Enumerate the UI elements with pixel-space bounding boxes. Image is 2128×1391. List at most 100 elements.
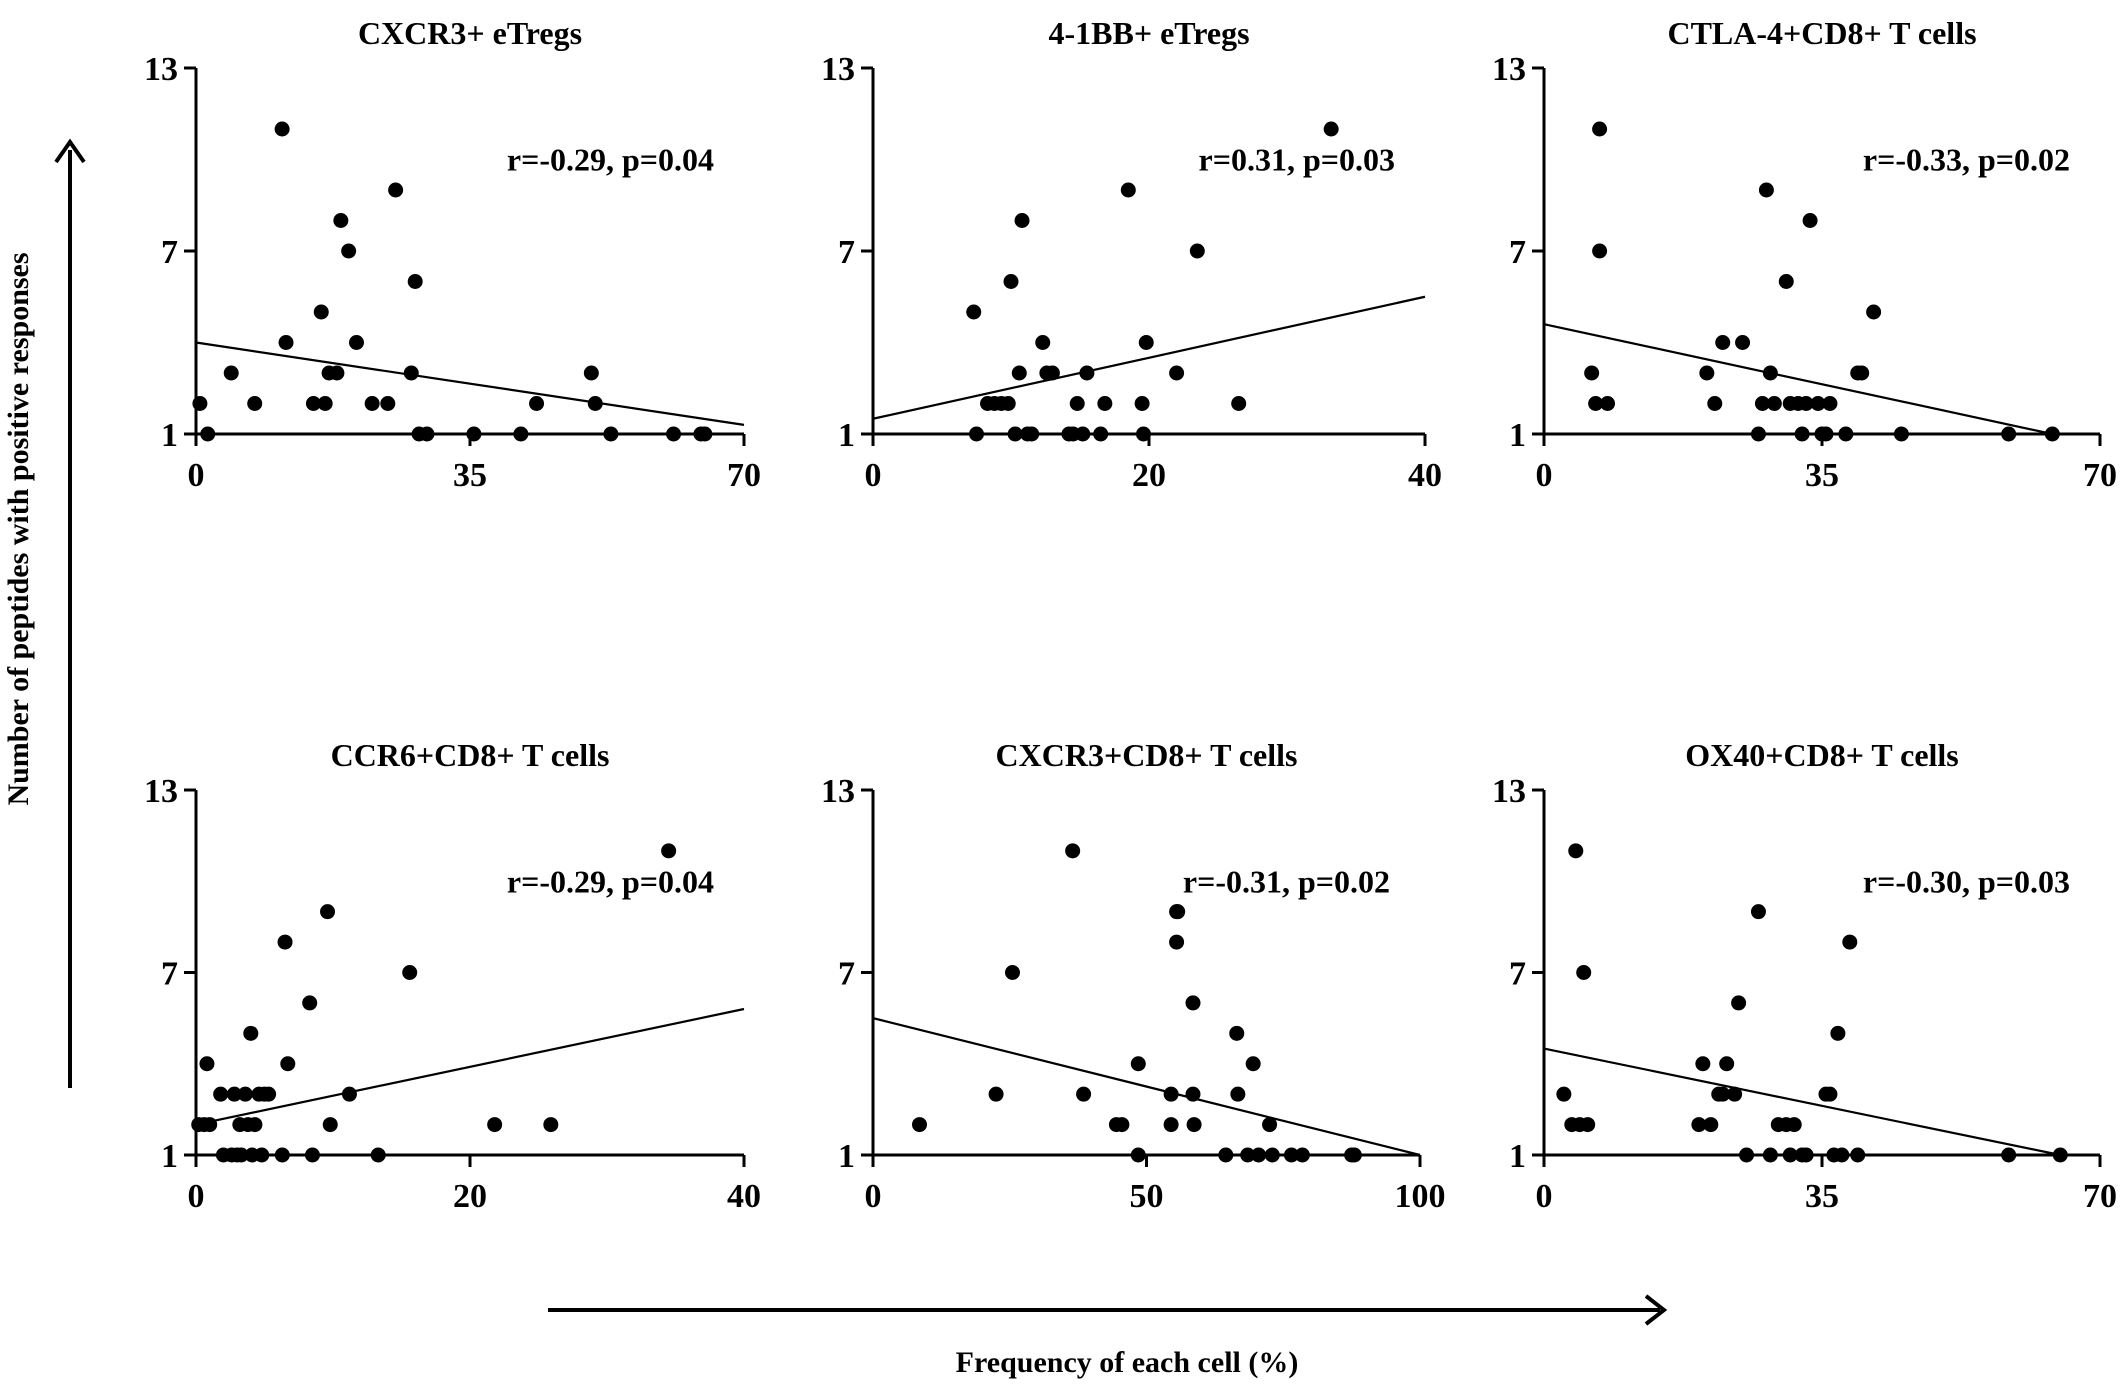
data-point — [1798, 396, 1814, 411]
data-point — [1576, 965, 1592, 980]
panel-5-cxcr3-cd8-t-cells: CXCR3+CD8+ T cells 1 7 13 0 50 100 r=-0.31, p=0… — [821, 737, 1446, 1215]
y-axis-label: Number of peptides with positive respons… — [2, 252, 35, 805]
data-point — [200, 426, 216, 442]
data-point — [2001, 1147, 2017, 1163]
data-point — [1135, 426, 1151, 442]
data-point — [1750, 904, 1766, 920]
data-point — [466, 426, 482, 442]
data-point — [2044, 426, 2060, 442]
data-point — [274, 121, 290, 137]
data-point — [1240, 1147, 1256, 1163]
panel-title: CTLA-4+CD8+ T cells — [1667, 15, 1976, 51]
data-point — [966, 304, 982, 320]
data-point — [1830, 1025, 1846, 1041]
y-tick-label: 1 — [838, 1138, 855, 1175]
y-tick-label: 7 — [838, 956, 855, 993]
x-tick-label: 70 — [2083, 1178, 2117, 1215]
data-point — [1584, 365, 1600, 381]
data-point — [1014, 213, 1030, 228]
correlation-annotation: r=-0.29, p=0.04 — [507, 863, 714, 899]
data-point — [603, 426, 619, 442]
data-point — [1079, 365, 1095, 381]
y-tick-label: 1 — [161, 1138, 178, 1175]
x-tick-label: 100 — [1395, 1178, 1446, 1215]
data-point — [988, 1086, 1004, 1102]
x-tick-label: 35 — [1805, 457, 1839, 494]
data-point — [320, 904, 336, 920]
data-point — [1245, 1056, 1261, 1072]
panel-1-cxcr3-etregs: CXCR3+ eTregs 1 7 13 0 35 70 r=-0.29, p=0.04 — [144, 15, 761, 494]
data-point — [583, 365, 599, 381]
data-point — [1189, 243, 1205, 259]
data-point — [1000, 396, 1016, 411]
data-point — [313, 304, 329, 320]
data-point — [1762, 1147, 1778, 1163]
data-point — [1794, 426, 1810, 442]
data-point — [2052, 1147, 2068, 1163]
regression-line — [195, 341, 745, 426]
x-tick-label: 0 — [865, 457, 882, 494]
data-point — [1218, 1147, 1234, 1163]
x-tick-label: 50 — [1130, 1178, 1164, 1215]
data-point — [1169, 934, 1185, 950]
data-point — [388, 182, 404, 198]
panel-4-ccr6-cd8-t-cells: CCR6+CD8+ T cells 1 7 13 0 20 40 r=-0.29, p=0.0… — [144, 737, 761, 1215]
x-tick-label: 20 — [1132, 457, 1166, 494]
data-point — [1130, 1056, 1146, 1072]
data-point — [305, 396, 321, 411]
data-point — [370, 1147, 386, 1163]
data-point — [1802, 213, 1818, 228]
data-point — [487, 1117, 503, 1133]
data-point — [1093, 426, 1109, 442]
data-point — [1163, 1086, 1179, 1102]
data-point — [1024, 426, 1040, 442]
y-tick-label: 13 — [821, 773, 855, 810]
data-point — [407, 274, 423, 289]
data-point — [2001, 426, 2017, 442]
data-point — [223, 365, 239, 381]
data-point — [192, 396, 208, 411]
y-tick-label: 1 — [838, 417, 855, 454]
data-point — [1229, 1025, 1245, 1041]
data-point — [1798, 1147, 1814, 1163]
data-point — [202, 1117, 218, 1133]
y-tick-label: 7 — [838, 234, 855, 271]
data-point — [1251, 1147, 1267, 1163]
correlation-annotation: r=-0.31, p=0.02 — [1183, 863, 1390, 899]
y-tick-label: 1 — [1509, 417, 1526, 454]
panel-2-4-1bb-etregs: 4-1BB+ eTregs 1 7 13 0 20 40 r=0.31, p=0.03 — [821, 15, 1442, 494]
data-point — [1114, 1117, 1130, 1133]
data-point — [333, 213, 349, 228]
data-point — [543, 1117, 559, 1133]
data-point — [1850, 1147, 1866, 1163]
data-point — [1231, 396, 1247, 411]
data-point — [1822, 1086, 1838, 1102]
data-point — [274, 1147, 290, 1163]
data-point — [1556, 1086, 1572, 1102]
data-point — [1134, 396, 1150, 411]
data-point — [403, 365, 419, 381]
regression-line — [872, 1017, 1421, 1157]
y-tick-label: 1 — [161, 417, 178, 454]
data-point — [277, 934, 293, 950]
data-point — [348, 335, 364, 350]
data-point — [317, 396, 333, 411]
x-tick-label: 20 — [453, 1178, 487, 1215]
data-point — [1097, 396, 1113, 411]
y-tick-label: 13 — [1492, 51, 1526, 88]
data-point — [341, 243, 357, 259]
correlation-annotation: r=0.31, p=0.03 — [1199, 142, 1395, 178]
x-tick-label: 70 — [2083, 457, 2117, 494]
data-point — [199, 1056, 215, 1072]
x-tick-label: 0 — [188, 457, 205, 494]
data-point — [1580, 1117, 1596, 1133]
data-point — [247, 396, 263, 411]
data-point — [1044, 365, 1060, 381]
data-point — [1695, 1056, 1711, 1072]
data-point — [1838, 426, 1854, 442]
data-point — [1731, 995, 1747, 1011]
data-point — [1138, 335, 1154, 350]
data-point — [1346, 1147, 1362, 1163]
data-point — [1186, 1117, 1202, 1133]
